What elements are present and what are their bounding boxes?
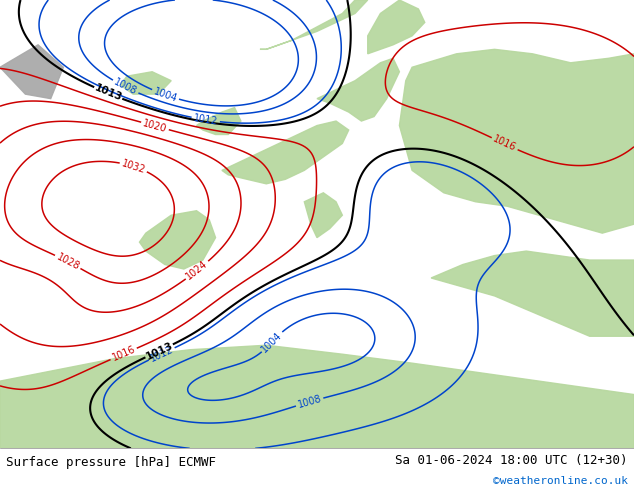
Text: 1013: 1013: [144, 340, 174, 362]
Polygon shape: [368, 0, 425, 54]
Polygon shape: [197, 108, 241, 135]
Polygon shape: [399, 49, 634, 233]
Text: Sa 01-06-2024 18:00 UTC (12+30): Sa 01-06-2024 18:00 UTC (12+30): [395, 454, 628, 466]
Text: 1016: 1016: [110, 344, 137, 364]
Text: 1004: 1004: [260, 330, 284, 354]
Text: Surface pressure [hPa] ECMWF: Surface pressure [hPa] ECMWF: [6, 456, 216, 469]
Text: 1004: 1004: [152, 86, 179, 104]
Text: 1032: 1032: [120, 158, 147, 175]
Text: 1008: 1008: [297, 393, 323, 410]
Text: 1020: 1020: [142, 118, 168, 134]
Polygon shape: [260, 0, 368, 49]
Text: 1016: 1016: [491, 134, 518, 153]
Polygon shape: [304, 193, 342, 238]
Polygon shape: [317, 58, 399, 121]
Text: 1012: 1012: [148, 344, 175, 364]
Polygon shape: [431, 251, 634, 336]
Polygon shape: [222, 121, 349, 184]
Polygon shape: [0, 345, 634, 448]
Text: 1024: 1024: [184, 259, 210, 282]
Polygon shape: [120, 72, 171, 94]
Polygon shape: [0, 45, 63, 98]
Text: 1008: 1008: [112, 77, 139, 97]
Text: 1028: 1028: [55, 251, 81, 272]
Text: 1012: 1012: [193, 113, 219, 127]
Text: 1013: 1013: [93, 83, 124, 103]
Polygon shape: [139, 211, 216, 269]
Text: ©weatheronline.co.uk: ©weatheronline.co.uk: [493, 476, 628, 486]
